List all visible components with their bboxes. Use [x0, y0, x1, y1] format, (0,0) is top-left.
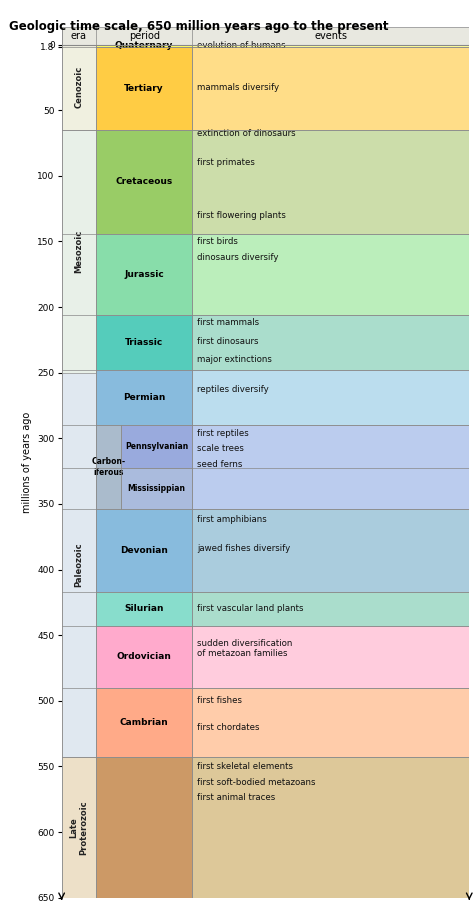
Text: first skeletal elements: first skeletal elements: [197, 762, 293, 771]
Text: Silurian: Silurian: [124, 605, 164, 614]
Text: first chordates: first chordates: [197, 723, 259, 732]
Text: Geologic time scale, 650 million years ago to the present: Geologic time scale, 650 million years a…: [9, 20, 389, 33]
Text: Permian: Permian: [123, 393, 165, 402]
Text: first primates: first primates: [197, 158, 255, 167]
Text: Cambrian: Cambrian: [120, 718, 169, 727]
Text: first reptiles: first reptiles: [197, 429, 249, 438]
Bar: [192, 626, 469, 688]
Text: evolution of humans: evolution of humans: [197, 41, 285, 50]
Text: Jurassic: Jurassic: [124, 269, 164, 278]
Text: mammals diversify: mammals diversify: [197, 83, 279, 93]
Bar: [121, 425, 192, 468]
Bar: [62, 758, 96, 898]
Text: Ordovician: Ordovician: [117, 652, 172, 661]
Text: extinction of dinosaurs: extinction of dinosaurs: [197, 129, 296, 138]
Text: Late
Proterozoic: Late Proterozoic: [69, 801, 89, 855]
Text: events: events: [314, 31, 347, 41]
Text: period: period: [128, 31, 160, 41]
Bar: [192, 315, 469, 370]
Text: Carbon-
iferous: Carbon- iferous: [91, 457, 126, 477]
Text: reptiles diversify: reptiles diversify: [197, 386, 269, 394]
Bar: [96, 315, 192, 370]
Text: dinosaurs diversify: dinosaurs diversify: [197, 253, 278, 262]
Text: scale trees: scale trees: [197, 444, 244, 453]
Bar: [96, 47, 192, 130]
Bar: [96, 509, 192, 592]
Bar: [192, 130, 469, 234]
Bar: [96, 626, 192, 688]
Text: first dinosaurs: first dinosaurs: [197, 337, 258, 345]
Bar: [96, 234, 192, 315]
Bar: [62, 45, 96, 130]
Bar: [62, 130, 96, 373]
Text: first fishes: first fishes: [197, 696, 242, 705]
Text: Cretaceous: Cretaceous: [116, 177, 173, 186]
Bar: [62, 373, 96, 758]
Bar: [192, 47, 469, 130]
Bar: [192, 688, 469, 758]
Text: first soft-bodied metazoans: first soft-bodied metazoans: [197, 778, 316, 787]
Text: Mississippian: Mississippian: [128, 485, 185, 494]
Bar: [192, 758, 469, 898]
Bar: [96, 688, 192, 758]
Text: Quaternary: Quaternary: [115, 41, 173, 50]
Bar: [96, 45, 192, 47]
Text: first birds: first birds: [197, 237, 238, 245]
Bar: [192, 592, 469, 626]
Bar: [192, 370, 469, 425]
Text: first animal traces: first animal traces: [197, 793, 275, 802]
Text: major extinctions: major extinctions: [197, 355, 272, 364]
Bar: [121, 468, 192, 509]
Text: Tertiary: Tertiary: [124, 84, 164, 93]
Bar: [62, 27, 469, 45]
Text: sudden diversification
of metazoan families: sudden diversification of metazoan famil…: [197, 638, 292, 658]
Bar: [192, 509, 469, 592]
Bar: [96, 130, 192, 234]
Text: Cenozoic: Cenozoic: [74, 66, 83, 108]
Bar: [96, 370, 192, 425]
Bar: [192, 45, 469, 47]
Text: Paleozoic: Paleozoic: [74, 542, 83, 587]
Text: Triassic: Triassic: [125, 338, 163, 347]
Text: Devonian: Devonian: [120, 546, 168, 555]
Bar: [192, 425, 469, 509]
Text: first mammals: first mammals: [197, 318, 259, 327]
Text: jawed fishes diversify: jawed fishes diversify: [197, 544, 290, 553]
Text: era: era: [71, 31, 87, 41]
Text: first flowering plants: first flowering plants: [197, 211, 286, 220]
Bar: [96, 425, 121, 509]
Bar: [96, 592, 192, 626]
Text: first vascular land plants: first vascular land plants: [197, 605, 303, 614]
Text: seed ferns: seed ferns: [197, 460, 242, 469]
Text: first amphibians: first amphibians: [197, 515, 267, 524]
Y-axis label: millions of years ago: millions of years ago: [22, 412, 32, 513]
Text: Mesozoic: Mesozoic: [74, 230, 83, 273]
Bar: [192, 234, 469, 315]
Bar: [96, 758, 192, 898]
Text: Pennsylvanian: Pennsylvanian: [125, 442, 188, 452]
